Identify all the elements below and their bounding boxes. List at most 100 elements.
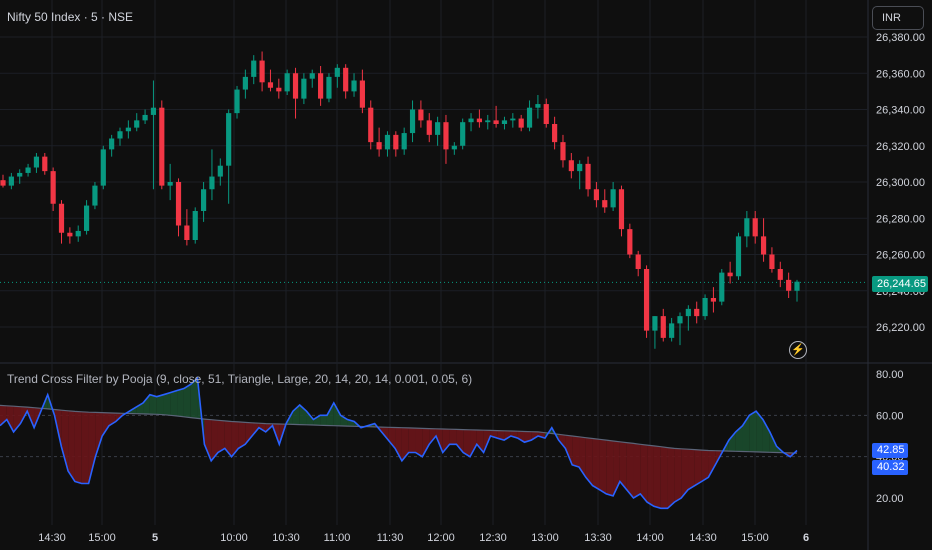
candle-body <box>543 104 549 124</box>
indicator-fill <box>599 439 607 494</box>
candle-body <box>175 182 182 226</box>
indicator-fill <box>626 442 634 498</box>
time-tick-label: 11:30 <box>377 532 404 544</box>
candle-body <box>217 165 223 177</box>
candle-body <box>75 230 81 237</box>
candle-body <box>577 163 583 172</box>
candle-body <box>109 138 115 150</box>
candle-body <box>610 189 616 208</box>
indicator-fill <box>408 427 416 453</box>
lightning-icon[interactable]: ⚡ <box>789 341 807 359</box>
indicator-fill <box>449 429 457 445</box>
indicator-fill <box>320 415 327 426</box>
indicator-fill <box>204 419 212 461</box>
candle-body <box>443 122 449 150</box>
indicator-fill <box>68 410 75 482</box>
indicator-fill <box>517 431 525 443</box>
time-tick-label: 13:00 <box>531 532 559 544</box>
candle-body <box>760 236 767 255</box>
candle-body <box>301 78 307 99</box>
candle-body <box>276 87 282 92</box>
candle-body <box>426 120 432 135</box>
indicator-fill <box>701 450 709 482</box>
candle-body <box>267 82 274 88</box>
candle-body <box>192 211 198 240</box>
indicator-fill <box>231 421 239 457</box>
indicator-fill <box>476 430 484 453</box>
currency-button[interactable]: INR <box>872 6 924 30</box>
candle-body <box>184 225 190 240</box>
candle-body <box>242 76 248 90</box>
indicator-fill <box>619 441 627 490</box>
candle-body <box>50 171 56 204</box>
price-tick-label: 26,320.00 <box>876 141 925 153</box>
candle-body <box>744 218 750 237</box>
indicator-fill <box>415 428 423 457</box>
indicator-fill <box>156 394 164 415</box>
indicator-fill <box>245 422 253 445</box>
indicator-fill <box>95 412 103 457</box>
indicator-label[interactable]: Trend Cross Filter by Pooja (9, close, 5… <box>7 372 473 386</box>
indicator-fill <box>653 445 661 509</box>
candle-body <box>17 172 23 177</box>
indicator-fill <box>102 412 109 436</box>
time-tick-label: 15:00 <box>88 532 116 544</box>
candle-body <box>752 218 758 237</box>
indicator-fill <box>88 412 96 484</box>
candle-body <box>384 134 391 150</box>
candle-body <box>694 308 700 317</box>
candle-body <box>476 118 482 123</box>
indicator-fill <box>211 419 218 461</box>
candle-body <box>435 122 441 135</box>
candle-body <box>510 118 516 121</box>
candle-body <box>83 205 90 231</box>
candle-body <box>326 76 332 99</box>
indicator-value-tag-1: 42.85 <box>872 443 908 458</box>
candle-body <box>660 316 666 338</box>
indicator-fill <box>306 411 314 426</box>
indicator-fill <box>681 448 689 498</box>
indicator-fill <box>524 431 532 443</box>
candle-body <box>769 254 775 269</box>
indicator-fill <box>81 411 89 484</box>
candle-body <box>376 142 382 150</box>
candle-body <box>343 67 349 92</box>
indicator-fill <box>647 445 654 507</box>
candle-body <box>226 113 232 166</box>
indicator-tick-label: 20.00 <box>876 493 904 505</box>
candle-body <box>33 156 40 168</box>
indicator-tick-label: 80.00 <box>876 369 904 381</box>
indicator-fill <box>504 430 511 441</box>
indicator-plot <box>0 376 798 510</box>
indicator-fill <box>313 415 321 426</box>
candle-body <box>401 133 407 150</box>
axes: 26,380.00 26,360.00 26,340.00 26,320.00 26,3… <box>38 32 925 544</box>
indicator-fill <box>395 427 402 461</box>
candle-body <box>259 60 265 83</box>
candle-body <box>786 279 792 291</box>
candle-body <box>618 189 625 230</box>
candle-body <box>568 160 574 172</box>
time-tick-label: 10:00 <box>220 532 248 544</box>
indicator-fill <box>149 394 157 415</box>
candle-body <box>627 229 633 255</box>
indicator-fill <box>170 390 178 416</box>
candle-body <box>468 118 474 123</box>
candle-body <box>677 316 683 324</box>
candle-body <box>735 236 742 277</box>
symbol-title[interactable]: Nifty 50 Index · 5 · NSE <box>7 10 134 24</box>
candle-body <box>635 254 641 269</box>
price-tick-label: 26,360.00 <box>876 68 925 80</box>
indicator-fill <box>463 429 471 457</box>
indicator-fill <box>688 449 695 490</box>
indicator-fill <box>728 431 736 452</box>
candle-body <box>526 107 533 128</box>
candle-body <box>409 109 416 134</box>
indicator-fill <box>497 430 505 441</box>
candle-body <box>134 120 140 128</box>
indicator-value-tag-2: 40.32 <box>872 460 908 475</box>
indicator-fill <box>429 428 436 445</box>
